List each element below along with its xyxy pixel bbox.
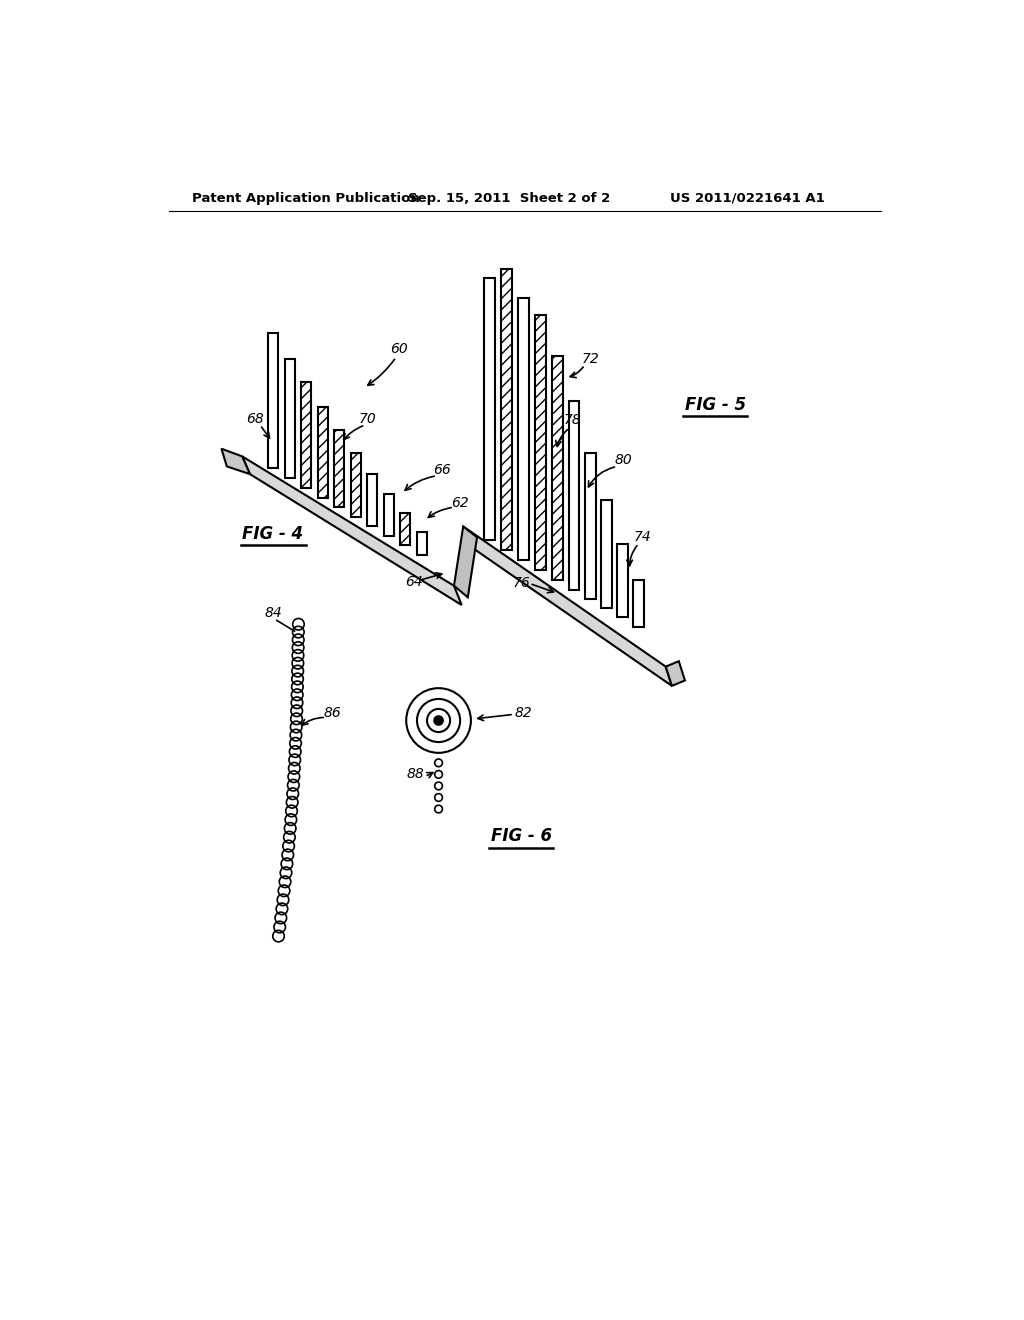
- Text: 80: 80: [614, 453, 632, 467]
- Text: 88: 88: [407, 767, 424, 781]
- Text: 76: 76: [513, 577, 530, 590]
- Text: 64: 64: [406, 576, 423, 589]
- Text: 82: 82: [514, 706, 532, 719]
- Text: 60: 60: [390, 342, 408, 356]
- Bar: [585, 453, 596, 599]
- Bar: [268, 333, 278, 469]
- Polygon shape: [463, 527, 672, 686]
- Polygon shape: [221, 449, 250, 474]
- Text: 70: 70: [358, 412, 377, 425]
- Polygon shape: [243, 457, 462, 605]
- Text: 78: 78: [563, 413, 582, 428]
- Bar: [318, 407, 328, 498]
- Text: 62: 62: [452, 496, 469, 511]
- Circle shape: [434, 715, 443, 725]
- Bar: [368, 474, 378, 527]
- Bar: [417, 532, 427, 554]
- Text: FIG - 4: FIG - 4: [243, 525, 303, 543]
- Bar: [617, 544, 628, 618]
- Bar: [399, 512, 410, 545]
- Bar: [384, 494, 393, 536]
- Text: FIG - 6: FIG - 6: [490, 828, 552, 845]
- Text: Sep. 15, 2011  Sheet 2 of 2: Sep. 15, 2011 Sheet 2 of 2: [408, 191, 610, 205]
- Text: 66: 66: [433, 463, 452, 478]
- Text: FIG - 5: FIG - 5: [685, 396, 746, 413]
- Polygon shape: [454, 527, 477, 598]
- Text: 84: 84: [264, 606, 282, 619]
- Text: US 2011/0221641 A1: US 2011/0221641 A1: [670, 191, 824, 205]
- Bar: [535, 315, 546, 570]
- Text: 68: 68: [247, 412, 264, 425]
- Text: 86: 86: [324, 706, 341, 719]
- Polygon shape: [666, 661, 685, 686]
- Bar: [552, 356, 562, 579]
- Text: 72: 72: [583, 351, 600, 366]
- Bar: [285, 359, 295, 478]
- Bar: [568, 401, 580, 590]
- Bar: [484, 277, 495, 540]
- Bar: [634, 581, 644, 627]
- Bar: [518, 298, 528, 560]
- Text: Patent Application Publication: Patent Application Publication: [193, 191, 420, 205]
- Bar: [334, 430, 344, 507]
- Bar: [601, 500, 611, 609]
- Bar: [501, 268, 512, 549]
- Text: 74: 74: [634, 531, 651, 544]
- Bar: [351, 453, 361, 517]
- Bar: [301, 381, 311, 488]
